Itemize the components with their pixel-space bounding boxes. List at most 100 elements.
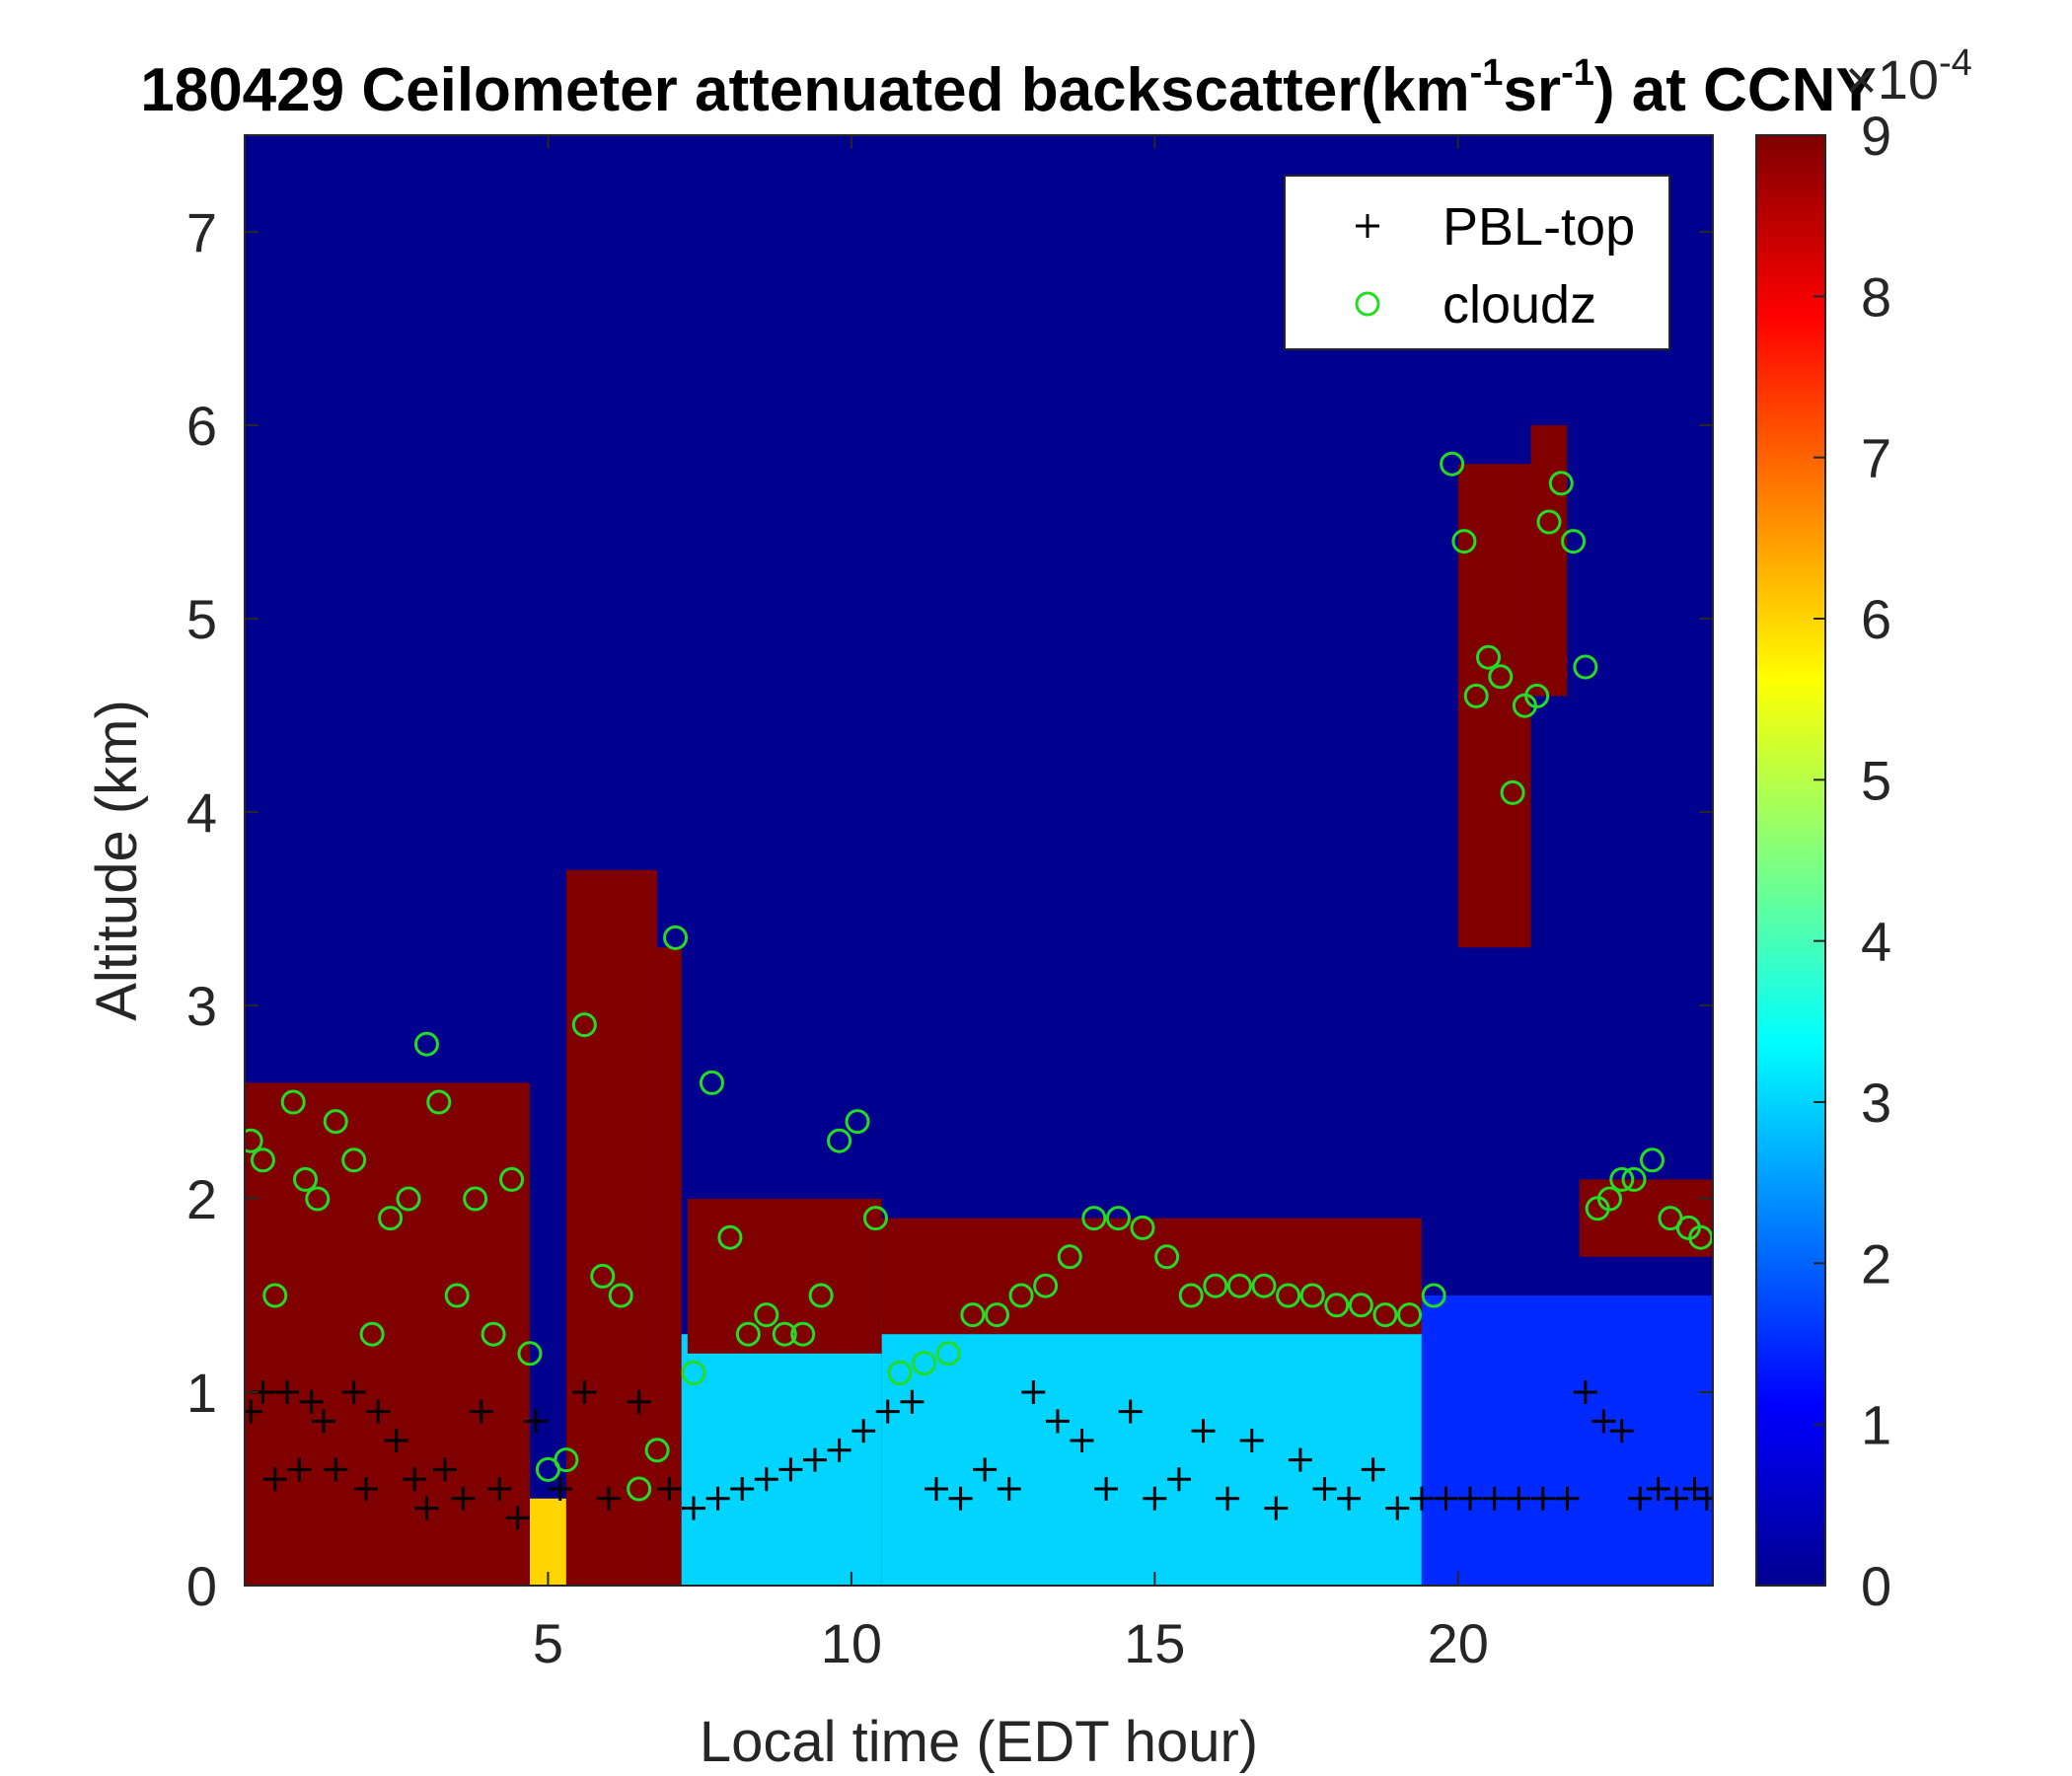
x-tick-label: 20 [1428, 1612, 1489, 1674]
pbl-top-point [875, 1399, 900, 1424]
colorbar-multiplier-base: ×10 [1845, 48, 1939, 111]
y-tick-label: 7 [186, 201, 217, 263]
pbl-top-point [924, 1477, 948, 1501]
legend: PBL-top cloudz [1284, 175, 1670, 350]
heatmap-cell-1 [529, 1498, 566, 1586]
cloudz-point [517, 1341, 543, 1367]
cloudz-point [396, 1186, 421, 1212]
y-tick-label: 0 [186, 1555, 217, 1617]
cloudz-point [1081, 1206, 1107, 1231]
pbl-top-point [1070, 1429, 1094, 1452]
cloudz-point [499, 1166, 525, 1192]
cloudz-point [1524, 683, 1550, 708]
cloudz-point [935, 1341, 961, 1367]
pbl-top-point [572, 1380, 597, 1404]
cloudz-point [554, 1447, 579, 1473]
cloudz-point [1500, 779, 1525, 805]
pbl-top-point [1628, 1486, 1653, 1511]
legend-label-pbl-top: PBL-top [1443, 197, 1635, 257]
cloudz-point [1057, 1244, 1082, 1270]
cloudz-point [1226, 1273, 1252, 1298]
cloudz-point [1348, 1293, 1373, 1318]
heatmap-cell-4 [681, 1334, 882, 1586]
pbl-top-point [311, 1409, 335, 1434]
pbl-top-point [414, 1496, 439, 1520]
pbl-top-point [1094, 1477, 1119, 1501]
title-sup-2: -1 [1561, 52, 1594, 94]
cloudz-point [1421, 1283, 1446, 1308]
cloudz-point [1548, 471, 1574, 496]
cloudz-point [359, 1321, 385, 1347]
pbl-top-point [851, 1419, 876, 1443]
y-axis-ticks: 0 1 2 3 4 5 6 7 [186, 201, 1713, 1617]
cloudz-point [463, 1186, 488, 1212]
cloudz-point [413, 1031, 439, 1057]
pbl-top-point [1021, 1380, 1046, 1404]
cloudz-point [1475, 644, 1501, 670]
cloudz-point [627, 1476, 652, 1502]
pbl-top-point [1239, 1429, 1264, 1452]
pbl-top-point [1191, 1419, 1216, 1443]
pbl-top-point [403, 1467, 427, 1492]
pbl-top-point [1216, 1486, 1240, 1511]
pbl-top-point [487, 1477, 512, 1501]
pbl-top-point [366, 1399, 391, 1424]
cloudz-point [1488, 664, 1514, 690]
cloudz-point [887, 1360, 913, 1385]
cloudz-point [772, 1321, 797, 1347]
pbl-top-point [1591, 1409, 1616, 1434]
cloudz-point [1536, 509, 1562, 535]
cloudz-point [1324, 1293, 1350, 1318]
heatmap-cell-7 [687, 1199, 882, 1354]
plot-area [244, 134, 1714, 1587]
title-mid: sr [1503, 56, 1561, 124]
cloudz-point [305, 1186, 331, 1212]
pbl-top-point [997, 1477, 1021, 1501]
pbl-top-point [1609, 1419, 1634, 1443]
colorbar-tick-label: 4 [1861, 911, 1891, 973]
cloudz-point [1463, 683, 1489, 708]
cloudz-point [1397, 1302, 1423, 1328]
cloudz-point [960, 1302, 986, 1328]
pbl-top-point [778, 1457, 803, 1482]
colorbar-tick-label: 9 [1861, 105, 1891, 167]
cloudz-point [1299, 1283, 1325, 1308]
pbl-top-point [1312, 1477, 1337, 1501]
cloudz-point [1130, 1215, 1155, 1240]
cloudz-point [280, 1089, 306, 1115]
pbl-top-point [1118, 1399, 1143, 1424]
colorbar-tick-label: 0 [1861, 1555, 1891, 1617]
cloudz-point [444, 1283, 470, 1308]
x-axis-label: Local time (EDT hour) [700, 1710, 1258, 1774]
pbl-top-point [275, 1380, 300, 1404]
pbl-top-point [802, 1447, 827, 1472]
pbl-top-point [1458, 1486, 1483, 1511]
cloudz-point [663, 925, 689, 950]
pbl-top-point [353, 1477, 378, 1501]
pbl-top-point [384, 1429, 408, 1452]
cloudz-point [827, 1128, 852, 1153]
colorbar-ticks: 0 1 2 3 4 5 6 7 8 9 [1813, 105, 1891, 1617]
y-tick-label: 6 [186, 395, 217, 457]
pbl-top-point [245, 1399, 263, 1424]
colorbar-tick-label: 6 [1861, 588, 1891, 650]
x-tick-label: 5 [533, 1612, 563, 1674]
pbl-top-point [324, 1457, 348, 1482]
pbl-top-point [1682, 1477, 1707, 1501]
pbl-top-point [1166, 1467, 1191, 1492]
pbl-top-point [1434, 1486, 1458, 1511]
pbl-top-point [1337, 1486, 1362, 1511]
pbl-top-point [1646, 1477, 1670, 1501]
heatmap-cell-0 [245, 1082, 530, 1586]
cloudz-point [754, 1302, 779, 1328]
pbl-top-point [1409, 1486, 1434, 1511]
colorbar: 0 1 2 3 4 5 6 7 8 9 ×10-4 [1755, 42, 1972, 1617]
cloudz-point [378, 1206, 404, 1231]
colorbar-gradient [1755, 134, 1826, 1587]
colorbar-multiplier: ×10-4 [1845, 42, 1972, 111]
cloudz-point [1033, 1273, 1059, 1298]
pbl-top-point [627, 1389, 651, 1414]
pbl-top-point [1665, 1486, 1689, 1511]
legend-entry-pbl-top: PBL-top [1356, 197, 1635, 257]
pbl-top-point [596, 1486, 621, 1511]
